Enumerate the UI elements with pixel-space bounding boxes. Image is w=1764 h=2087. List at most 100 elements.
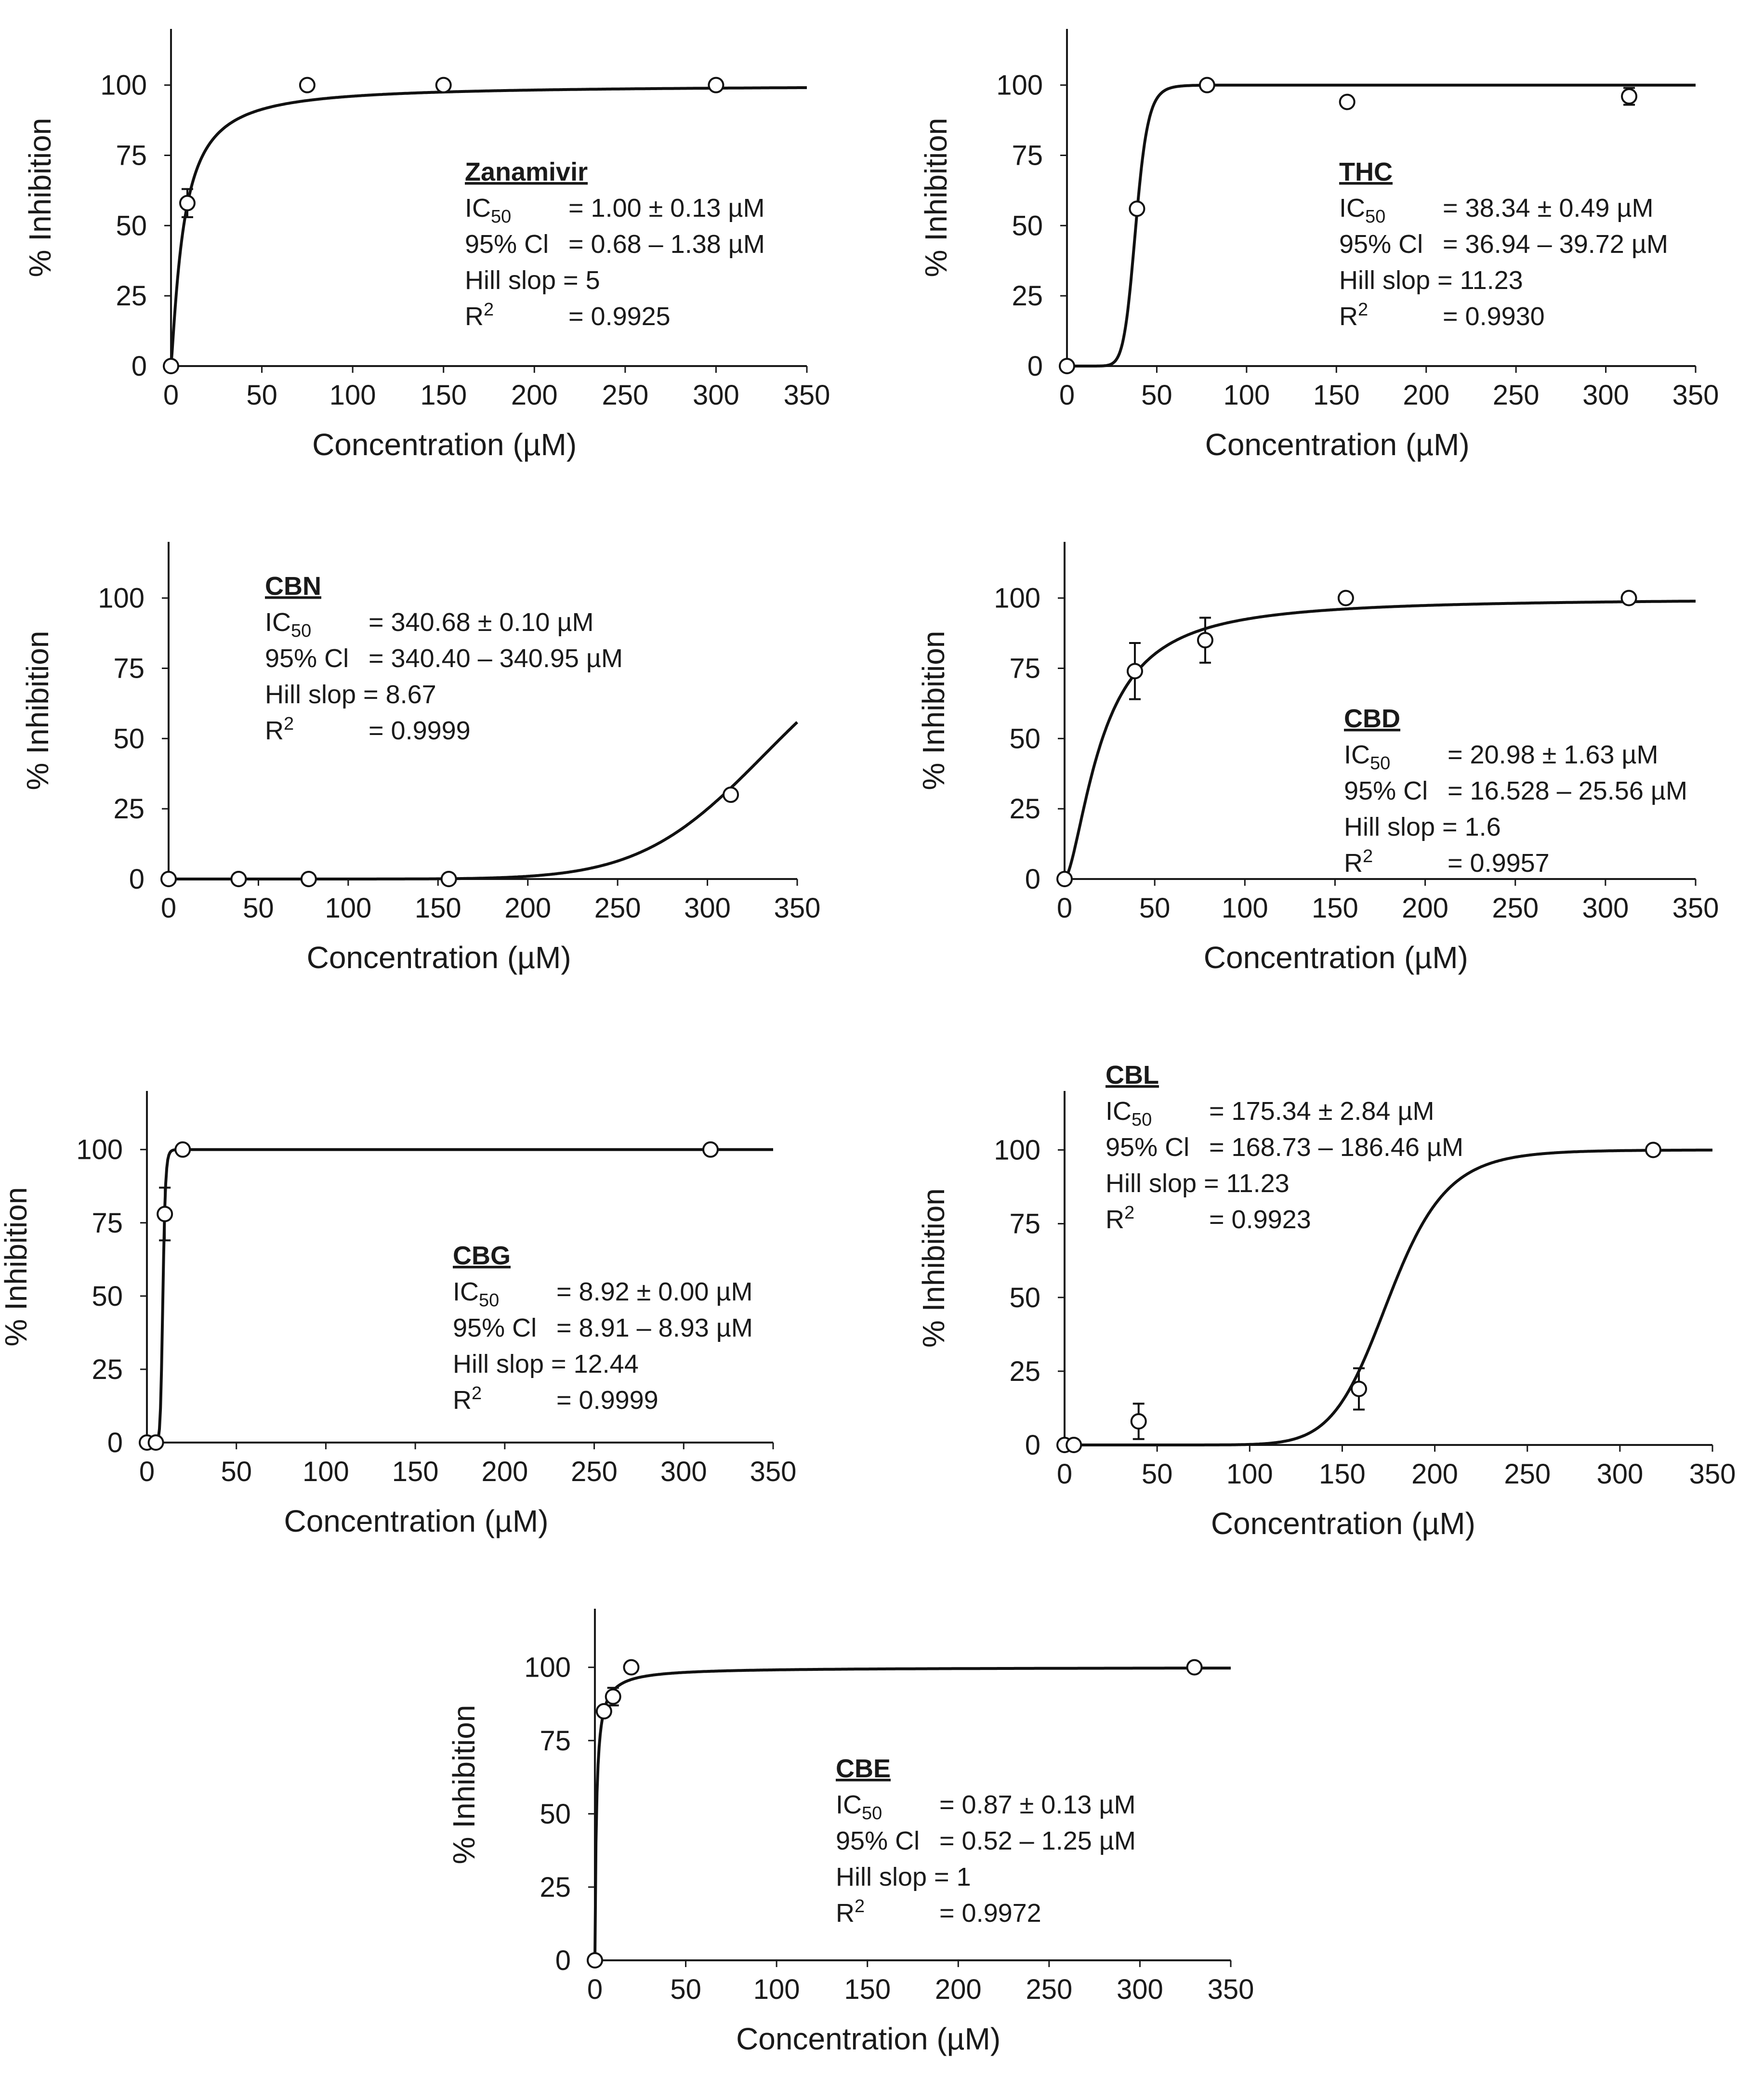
annotation-title: Zanamivir [465, 158, 588, 186]
x-tick-label: 50 [670, 1974, 701, 2005]
x-tick-label: 350 [784, 380, 830, 411]
data-point [702, 1141, 719, 1158]
x-tick-label: 300 [1582, 893, 1629, 924]
data-point [1130, 1413, 1147, 1430]
x-tick-label: 250 [571, 1456, 618, 1487]
y-tick-label: 25 [1012, 280, 1043, 312]
x-tick-label: 0 [139, 1456, 155, 1487]
data-point [435, 77, 452, 93]
x-tick-label: 50 [1142, 1458, 1173, 1490]
x-tick-label: 300 [660, 1456, 707, 1487]
y-tick-label: 75 [1012, 140, 1043, 171]
y-tick-label: 50 [113, 723, 145, 754]
data-point [440, 871, 457, 887]
data-point [1059, 358, 1075, 374]
data-point [1129, 200, 1145, 217]
annotation-row: Hill slop = 8.67 [265, 680, 436, 709]
y-axis-label: % Inhibition [23, 118, 57, 277]
y-tick-label: 75 [1009, 1208, 1040, 1240]
x-tick-label: 100 [1226, 1458, 1273, 1490]
annotation-row: Hill slop = 1.6 [1344, 813, 1501, 841]
data-point [160, 871, 177, 887]
x-axis-label: Concentration (µM) [1205, 427, 1470, 462]
x-tick-label: 50 [221, 1456, 252, 1487]
x-tick-label: 250 [1492, 893, 1539, 924]
annotation-row: IC50 [1106, 1097, 1152, 1130]
annotation-row: R2 [465, 300, 494, 331]
annotation-row: Hill slop = 1 [836, 1863, 971, 1891]
fit-curve [1064, 600, 1696, 880]
y-tick-label: 75 [92, 1208, 123, 1239]
annotation-row: R2 [265, 714, 294, 745]
x-axis-label: Concentration (µM) [1204, 940, 1468, 975]
annotation-title: THC [1339, 158, 1393, 186]
data-point [299, 77, 316, 93]
annotation-row: 95% Cl [265, 644, 349, 673]
x-tick-label: 300 [1582, 380, 1629, 411]
x-tick-label: 200 [504, 893, 551, 924]
annotation-value: = 8.92 ± 0.00 µM [556, 1277, 752, 1306]
data-point [147, 1434, 164, 1451]
annotation-row: 95% Cl [453, 1313, 537, 1342]
y-tick-label: 50 [92, 1281, 123, 1312]
chart-cbg: 0 50 100 150 200 250 300 350 0 25 50 75 100 Concentra… [0, 1091, 796, 1538]
annotation-title: CBE [836, 1754, 891, 1783]
fit-curve [1067, 83, 1696, 368]
annotation-value: = 0.52 – 1.25 µM [939, 1826, 1136, 1855]
chart-cbe: 0 50 100 150 200 250 300 350 0 25 50 75 100 Concentra… [447, 1609, 1254, 2056]
annotation-value: = 168.73 – 186.46 µM [1209, 1133, 1463, 1162]
x-tick-label: 50 [243, 893, 274, 924]
x-tick-label: 150 [415, 893, 461, 924]
x-tick-label: 50 [246, 380, 277, 411]
y-tick-label: 0 [1027, 351, 1043, 382]
y-tick-label: 25 [1009, 1356, 1040, 1387]
x-tick-label: 150 [1319, 1458, 1366, 1490]
fit-curve [147, 1148, 773, 1444]
y-tick-label: 0 [132, 351, 147, 382]
y-tick-label: 50 [116, 210, 147, 241]
annotation-title: CBD [1344, 704, 1400, 733]
y-axis-label: % Inhibition [916, 1188, 951, 1348]
annotation-row: IC50 [265, 608, 311, 641]
x-tick-label: 200 [1403, 380, 1449, 411]
y-axis-label: % Inhibition [0, 1187, 33, 1347]
y-tick-label: 100 [98, 583, 145, 614]
x-tick-label: 100 [325, 893, 371, 924]
x-tick-label: 350 [750, 1456, 797, 1487]
data-point [1197, 632, 1213, 649]
annotation-row: IC50 [1344, 740, 1390, 774]
annotation-row: IC50 [453, 1277, 499, 1311]
data-point [163, 358, 179, 374]
x-tick-label: 100 [1222, 893, 1268, 924]
annotation-row: R2 [1344, 846, 1373, 878]
data-point [623, 1659, 640, 1676]
x-tick-label: 200 [1402, 893, 1448, 924]
annotation-row: IC50 [465, 194, 511, 227]
x-tick-label: 100 [303, 1456, 349, 1487]
x-tick-label: 200 [935, 1974, 982, 2005]
y-axis-label: % Inhibition [916, 631, 951, 790]
y-tick-label: 75 [116, 140, 147, 171]
x-tick-label: 300 [1117, 1974, 1163, 2005]
x-tick-label: 250 [1493, 380, 1540, 411]
x-axis-label: Concentration (µM) [284, 1504, 548, 1538]
x-tick-label: 250 [594, 893, 641, 924]
y-tick-label: 50 [1009, 1282, 1040, 1313]
data-point [587, 1952, 603, 1969]
x-tick-label: 150 [420, 380, 467, 411]
annotation-value: = 0.87 ± 0.13 µM [939, 1790, 1135, 1819]
x-tick-label: 150 [844, 1974, 891, 2005]
annotation-row: Hill slop = 11.23 [1106, 1169, 1290, 1198]
x-tick-label: 350 [774, 893, 821, 924]
x-tick-label: 100 [329, 380, 376, 411]
x-tick-label: 150 [1313, 380, 1360, 411]
x-tick-label: 250 [1504, 1458, 1551, 1490]
annotation-row: Hill slop = 5 [465, 266, 600, 295]
annotation-row: 95% Cl [1106, 1133, 1189, 1162]
annotation-value: = 0.68 – 1.38 µM [568, 230, 765, 259]
annotation-value: = 0.9923 [1209, 1205, 1311, 1234]
annotation-value: = 0.9930 [1443, 302, 1545, 331]
annotation-row: Hill slop = 11.23 [1339, 266, 1523, 295]
y-tick-label: 50 [1012, 210, 1043, 241]
annotation-row: IC50 [836, 1790, 882, 1824]
